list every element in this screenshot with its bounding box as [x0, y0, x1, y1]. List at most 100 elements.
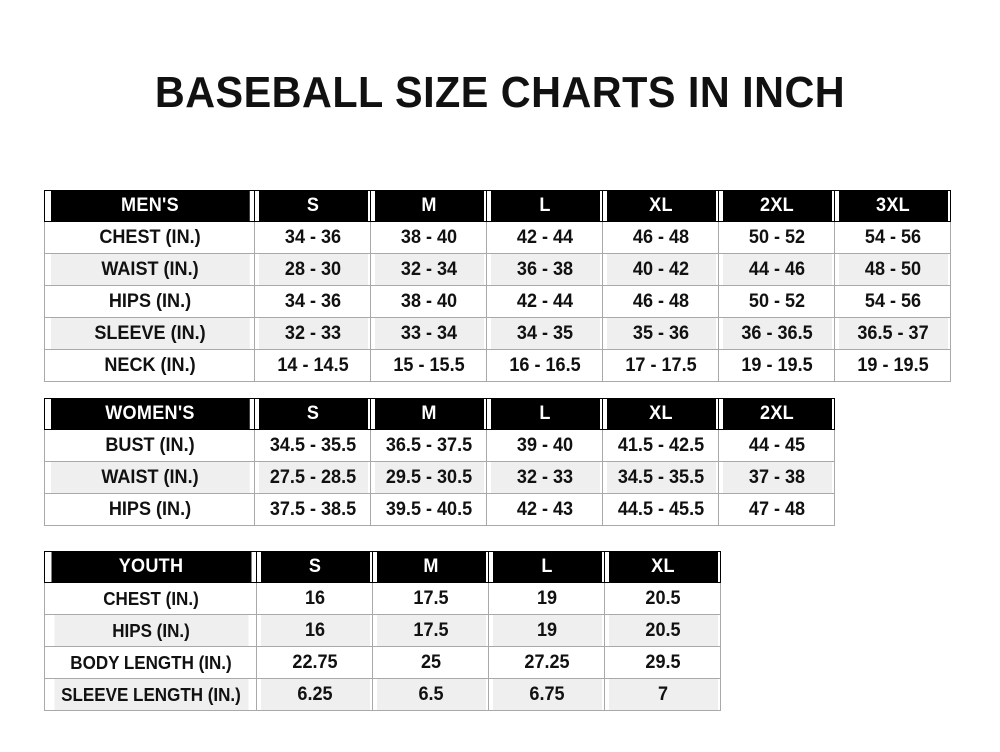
mens-measurement-cell: 36 - 38 [488, 253, 601, 286]
mens-row-label: NECK (IN.) [49, 349, 250, 382]
mens-measurement-cell: 17 - 17.5 [604, 349, 717, 382]
page-title: BASEBALL SIZE CHARTS IN INCH [154, 68, 846, 117]
table-row: BUST (IN.) 34.5 - 35.5 36.5 - 37.5 39 - 40 4… [45, 429, 835, 462]
mens-category-header: MEN'S [49, 190, 250, 222]
mens-measurement-cell: 40 - 42 [604, 253, 717, 286]
mens-table-body: CHEST (IN.) 34 - 36 38 - 40 42 - 44 46 - 48 5… [45, 221, 951, 382]
womens-measurement-cell: 37 - 38 [720, 461, 833, 494]
youth-measurement-cell: 6.5 [374, 678, 487, 711]
mens-row-label: HIPS (IN.) [49, 285, 250, 318]
mens-row-label: WAIST (IN.) [49, 253, 250, 286]
table-row: HIPS (IN.) 16 17.5 19 20.5 [45, 614, 721, 647]
mens-measurement-cell: 50 - 52 [720, 285, 833, 318]
womens-measurement-cell: 36.5 - 37.5 [372, 429, 485, 462]
table-row: WAIST (IN.) 28 - 30 32 - 34 36 - 38 40 - 42 4… [45, 253, 951, 286]
womens-measurement-cell: 37.5 - 38.5 [256, 493, 369, 526]
mens-header-row: MEN'S S M L XL 2XL 3XL [45, 190, 951, 222]
table-row: SLEEVE LENGTH (IN.) 6.25 6.5 6.75 7 [45, 678, 721, 711]
table-row: WAIST (IN.) 27.5 - 28.5 29.5 - 30.5 32 - 33… [45, 461, 835, 494]
mens-size-header-m: M [372, 190, 485, 222]
youth-size-header-m: M [374, 551, 487, 583]
mens-measurement-cell: 42 - 44 [488, 285, 601, 318]
womens-size-header-m: M [372, 398, 485, 430]
mens-measurement-cell: 34 - 36 [256, 221, 369, 254]
womens-size-header-s: S [256, 398, 369, 430]
mens-measurement-cell: 36.5 - 37 [836, 317, 949, 350]
table-row: SLEEVE (IN.) 32 - 33 33 - 34 34 - 35 35 - 36… [45, 317, 951, 350]
youth-measurement-cell: 6.25 [258, 678, 371, 711]
mens-measurement-cell: 35 - 36 [604, 317, 717, 350]
youth-header-row: YOUTH S M L XL [45, 551, 721, 583]
mens-measurement-cell: 46 - 48 [604, 221, 717, 254]
womens-measurement-cell: 44 - 45 [720, 429, 833, 462]
mens-measurement-cell: 34 - 36 [256, 285, 369, 318]
womens-size-header-xl: XL [604, 398, 717, 430]
mens-measurement-cell: 38 - 40 [372, 221, 485, 254]
mens-size-header-2xl: 2XL [720, 190, 833, 222]
youth-measurement-cell: 17.5 [374, 582, 487, 615]
youth-measurement-cell: 29.5 [606, 646, 719, 679]
mens-measurement-cell: 28 - 30 [256, 253, 369, 286]
youth-size-header-s: S [258, 551, 371, 583]
table-row: CHEST (IN.) 16 17.5 19 20.5 [45, 582, 721, 615]
mens-measurement-cell: 38 - 40 [372, 285, 485, 318]
mens-measurement-cell: 34 - 35 [488, 317, 601, 350]
womens-measurement-cell: 42 - 43 [488, 493, 601, 526]
mens-measurement-cell: 48 - 50 [836, 253, 949, 286]
youth-size-header-xl: XL [606, 551, 719, 583]
mens-measurement-cell: 36 - 36.5 [720, 317, 833, 350]
table-row: BODY LENGTH (IN.) 22.75 25 27.25 29.5 [45, 646, 721, 679]
womens-measurement-cell: 47 - 48 [720, 493, 833, 526]
youth-measurement-cell: 16 [258, 582, 371, 615]
youth-row-label: HIPS (IN.) [52, 614, 249, 647]
mens-measurement-cell: 32 - 34 [372, 253, 485, 286]
mens-measurement-cell: 54 - 56 [836, 285, 949, 318]
youth-size-table: YOUTH S M L XL CHEST (IN.) 16 17.5 19 20.5 HIPS (… [44, 551, 721, 711]
womens-measurement-cell: 29.5 - 30.5 [372, 461, 485, 494]
youth-measurement-cell: 22.75 [258, 646, 371, 679]
mens-size-header-3xl: 3XL [836, 190, 949, 222]
mens-table-header: MEN'S S M L XL 2XL 3XL [45, 190, 951, 222]
youth-table-body: CHEST (IN.) 16 17.5 19 20.5 HIPS (IN.) 16 17.5 1… [45, 582, 721, 711]
table-row: HIPS (IN.) 37.5 - 38.5 39.5 - 40.5 42 - 43 4… [45, 493, 835, 526]
youth-measurement-cell: 16 [258, 614, 371, 647]
mens-measurement-cell: 33 - 34 [372, 317, 485, 350]
womens-measurement-cell: 34.5 - 35.5 [604, 461, 717, 494]
table-row: HIPS (IN.) 34 - 36 38 - 40 42 - 44 46 - 48 50… [45, 285, 951, 318]
youth-measurement-cell: 7 [606, 678, 719, 711]
womens-measurement-cell: 34.5 - 35.5 [256, 429, 369, 462]
mens-measurement-cell: 16 - 16.5 [488, 349, 601, 382]
youth-measurement-cell: 20.5 [606, 614, 719, 647]
table-row: NECK (IN.) 14 - 14.5 15 - 15.5 16 - 16.5 17 … [45, 349, 951, 382]
mens-size-header-l: L [488, 190, 601, 222]
womens-row-label: BUST (IN.) [49, 429, 250, 462]
youth-size-header-l: L [490, 551, 603, 583]
womens-category-header: WOMEN'S [49, 398, 250, 430]
mens-measurement-cell: 32 - 33 [256, 317, 369, 350]
youth-table-header: YOUTH S M L XL [45, 551, 721, 583]
youth-measurement-cell: 17.5 [374, 614, 487, 647]
youth-row-label: BODY LENGTH (IN.) [52, 646, 249, 679]
youth-measurement-cell: 20.5 [606, 582, 719, 615]
youth-measurement-cell: 25 [374, 646, 487, 679]
mens-row-label: CHEST (IN.) [49, 221, 250, 254]
youth-row-label: CHEST (IN.) [52, 582, 249, 615]
youth-row-label: SLEEVE LENGTH (IN.) [52, 678, 249, 711]
mens-measurement-cell: 19 - 19.5 [836, 349, 949, 382]
mens-measurement-cell: 14 - 14.5 [256, 349, 369, 382]
womens-row-label: WAIST (IN.) [49, 461, 250, 494]
womens-measurement-cell: 44.5 - 45.5 [604, 493, 717, 526]
womens-size-header-2xl: 2XL [720, 398, 833, 430]
mens-size-table: MEN'S S M L XL 2XL 3XL CHEST (IN.) 34 - 36 38 - … [44, 190, 951, 382]
womens-size-table: WOMEN'S S M L XL 2XL BUST (IN.) 34.5 - 35.5 36.… [44, 398, 835, 526]
youth-category-header: YOUTH [49, 551, 252, 583]
mens-measurement-cell: 46 - 48 [604, 285, 717, 318]
youth-measurement-cell: 19 [490, 614, 603, 647]
mens-size-header-s: S [256, 190, 369, 222]
womens-measurement-cell: 27.5 - 28.5 [256, 461, 369, 494]
youth-measurement-cell: 6.75 [490, 678, 603, 711]
womens-table-body: BUST (IN.) 34.5 - 35.5 36.5 - 37.5 39 - 40 4… [45, 429, 835, 526]
womens-row-label: HIPS (IN.) [49, 493, 250, 526]
mens-row-label: SLEEVE (IN.) [49, 317, 250, 350]
womens-measurement-cell: 39.5 - 40.5 [372, 493, 485, 526]
